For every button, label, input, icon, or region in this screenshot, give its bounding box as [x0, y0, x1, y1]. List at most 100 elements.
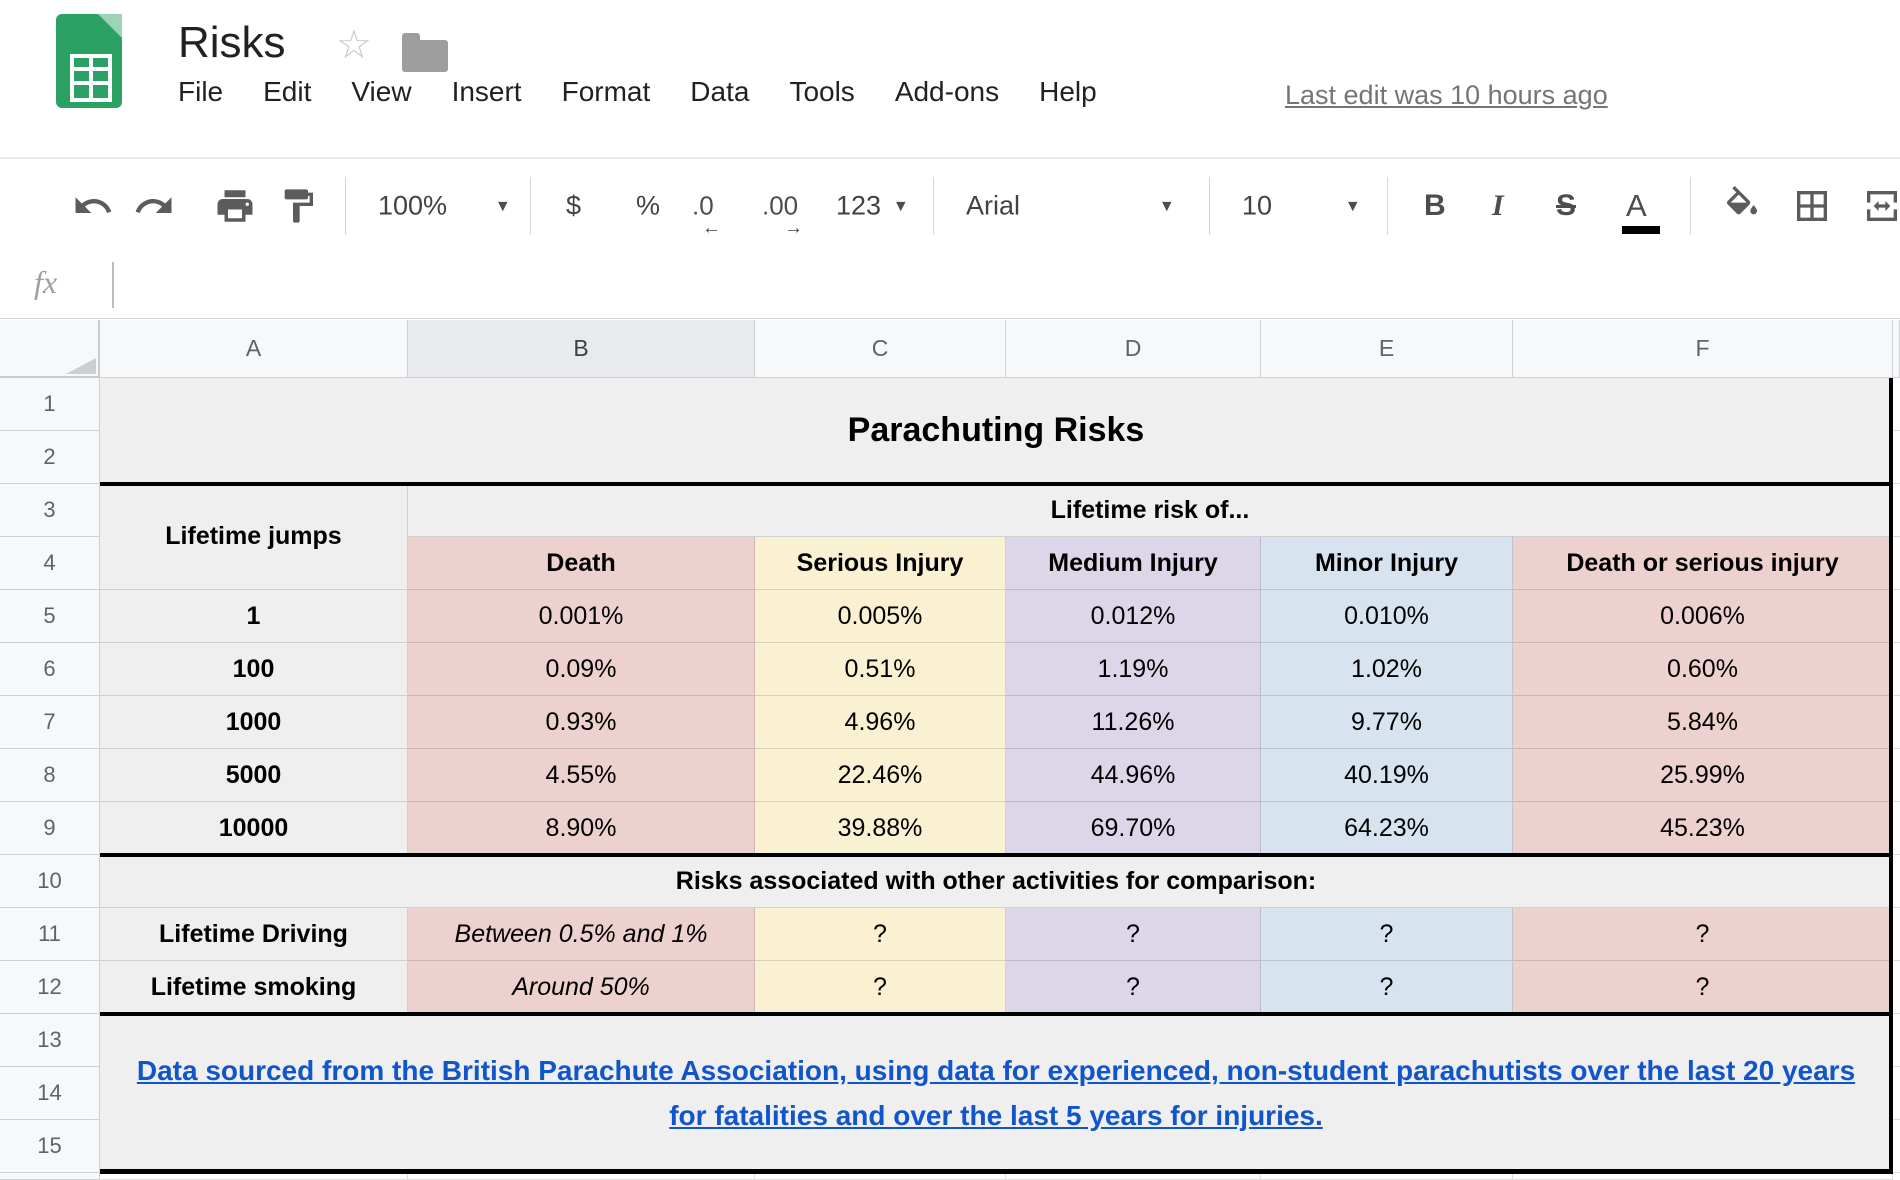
- row-header-5[interactable]: 5: [0, 590, 100, 643]
- cell-comparison-header[interactable]: Risks associated with other activities f…: [100, 855, 1893, 908]
- format-percent-button[interactable]: %: [636, 190, 661, 220]
- cell-value[interactable]: ?: [755, 908, 1006, 961]
- text-color-button[interactable]: A: [1622, 188, 1660, 234]
- zoom-select[interactable]: 100%: [378, 190, 448, 220]
- cell-lifetime-risk-header[interactable]: Lifetime risk of...: [408, 484, 1893, 537]
- column-header-b[interactable]: B: [408, 320, 755, 378]
- row-header-12[interactable]: 12: [0, 961, 100, 1014]
- column-header-e[interactable]: E: [1261, 320, 1513, 378]
- row-header-15[interactable]: 15: [0, 1120, 100, 1173]
- cell-value[interactable]: 5.84%: [1513, 696, 1893, 749]
- sheets-logo-icon[interactable]: [56, 14, 122, 108]
- cell-value[interactable]: 4.55%: [408, 749, 755, 802]
- print-icon[interactable]: [214, 185, 256, 227]
- cell-value[interactable]: 0.60%: [1513, 643, 1893, 696]
- cell-value[interactable]: 0.09%: [408, 643, 755, 696]
- row-header-9[interactable]: 9: [0, 802, 100, 855]
- cell-activity-label[interactable]: Lifetime Driving: [100, 908, 408, 961]
- cell-value[interactable]: 8.90%: [408, 802, 755, 855]
- cell-value[interactable]: ?: [1006, 908, 1261, 961]
- row-header-16-partial[interactable]: [0, 1173, 100, 1180]
- cell-value[interactable]: ?: [1513, 908, 1893, 961]
- formula-bar[interactable]: fx: [0, 252, 1900, 319]
- menu-tools[interactable]: Tools: [789, 76, 855, 107]
- cell-jumps[interactable]: 10000: [100, 802, 408, 855]
- cell-value[interactable]: 0.51%: [755, 643, 1006, 696]
- italic-button[interactable]: I: [1492, 188, 1504, 222]
- column-header-f[interactable]: F: [1513, 320, 1893, 378]
- cell-value[interactable]: 1.19%: [1006, 643, 1261, 696]
- menu-help[interactable]: Help: [1039, 76, 1097, 107]
- select-all-corner[interactable]: [0, 320, 100, 378]
- cell-value[interactable]: 0.001%: [408, 590, 755, 643]
- cell-value[interactable]: ?: [1513, 961, 1893, 1014]
- star-icon[interactable]: ☆: [336, 23, 372, 67]
- menu-insert[interactable]: Insert: [451, 76, 522, 107]
- font-size-caret-icon[interactable]: ▾: [1348, 195, 1358, 216]
- row-header-6[interactable]: 6: [0, 643, 100, 696]
- cell-lifetime-jumps-header[interactable]: Lifetime jumps: [100, 484, 408, 590]
- undo-icon[interactable]: [72, 185, 114, 227]
- cell-value[interactable]: 0.010%: [1261, 590, 1513, 643]
- merge-cells-icon[interactable]: [1862, 186, 1900, 226]
- column-header-a[interactable]: A: [100, 320, 408, 378]
- cell-header-minor-injury[interactable]: Minor Injury: [1261, 537, 1513, 590]
- cell-value[interactable]: 45.23%: [1513, 802, 1893, 855]
- cell-partial[interactable]: [408, 1173, 755, 1180]
- row-header-3[interactable]: 3: [0, 484, 100, 537]
- row-header-13[interactable]: 13: [0, 1014, 100, 1067]
- cell-header-medium-injury[interactable]: Medium Injury: [1006, 537, 1261, 590]
- footnote-link[interactable]: Data sourced from the British Parachute …: [136, 1054, 1856, 1131]
- last-edit-link[interactable]: Last edit was 10 hours ago: [1285, 80, 1608, 110]
- cell-partial[interactable]: [1261, 1173, 1513, 1180]
- zoom-caret-icon[interactable]: ▾: [498, 195, 508, 216]
- row-header-8[interactable]: 8: [0, 749, 100, 802]
- number-format-button[interactable]: 123: [836, 190, 882, 220]
- cell-header-serious-injury[interactable]: Serious Injury: [755, 537, 1006, 590]
- cell-header-death-or-serious[interactable]: Death or serious injury: [1513, 537, 1893, 590]
- menu-file[interactable]: File: [178, 76, 224, 107]
- row-header-11[interactable]: 11: [0, 908, 100, 961]
- paint-format-icon[interactable]: [278, 186, 318, 226]
- column-header-d[interactable]: D: [1006, 320, 1261, 378]
- cell-value[interactable]: 0.006%: [1513, 590, 1893, 643]
- cell-value[interactable]: 0.012%: [1006, 590, 1261, 643]
- column-header-c[interactable]: C: [755, 320, 1006, 378]
- cell-value[interactable]: 44.96%: [1006, 749, 1261, 802]
- bold-button[interactable]: B: [1424, 188, 1446, 222]
- number-format-caret-icon[interactable]: ▾: [896, 195, 906, 216]
- row-header-2[interactable]: 2: [0, 431, 100, 484]
- cell-value[interactable]: ?: [1006, 961, 1261, 1014]
- increase-decimal-button[interactable]: .00 →: [762, 190, 803, 238]
- cell-value[interactable]: 25.99%: [1513, 749, 1893, 802]
- row-header-14[interactable]: 14: [0, 1067, 100, 1120]
- font-family-caret-icon[interactable]: ▾: [1162, 195, 1172, 216]
- cell-jumps[interactable]: 5000: [100, 749, 408, 802]
- cell-jumps[interactable]: 1: [100, 590, 408, 643]
- cell-title[interactable]: Parachuting Risks: [100, 378, 1893, 484]
- redo-icon[interactable]: [133, 185, 175, 227]
- cell-value[interactable]: 40.19%: [1261, 749, 1513, 802]
- cell-value[interactable]: 0.005%: [755, 590, 1006, 643]
- cell-value[interactable]: 64.23%: [1261, 802, 1513, 855]
- font-family-select[interactable]: Arial: [966, 190, 1021, 220]
- cell-value[interactable]: ?: [1261, 908, 1513, 961]
- decrease-decimal-button[interactable]: .0 ←: [692, 190, 721, 238]
- cell-value[interactable]: 9.77%: [1261, 696, 1513, 749]
- cell-jumps[interactable]: 100: [100, 643, 408, 696]
- cell-partial[interactable]: [1006, 1173, 1261, 1180]
- cell-value[interactable]: Between 0.5% and 1%: [408, 908, 755, 961]
- column-header-g-partial[interactable]: [1893, 320, 1900, 378]
- cell-partial[interactable]: [755, 1173, 1006, 1180]
- format-currency-button[interactable]: $: [566, 190, 582, 220]
- cell-partial[interactable]: [100, 1173, 408, 1180]
- column-g-cells-partial[interactable]: [1893, 378, 1900, 1180]
- cell-value[interactable]: 11.26%: [1006, 696, 1261, 749]
- cell-value[interactable]: 1.02%: [1261, 643, 1513, 696]
- cell-partial[interactable]: [1513, 1173, 1893, 1180]
- row-header-7[interactable]: 7: [0, 696, 100, 749]
- cell-value[interactable]: 4.96%: [755, 696, 1006, 749]
- cell-value[interactable]: 22.46%: [755, 749, 1006, 802]
- cell-value[interactable]: 0.93%: [408, 696, 755, 749]
- menu-edit[interactable]: Edit: [263, 76, 312, 107]
